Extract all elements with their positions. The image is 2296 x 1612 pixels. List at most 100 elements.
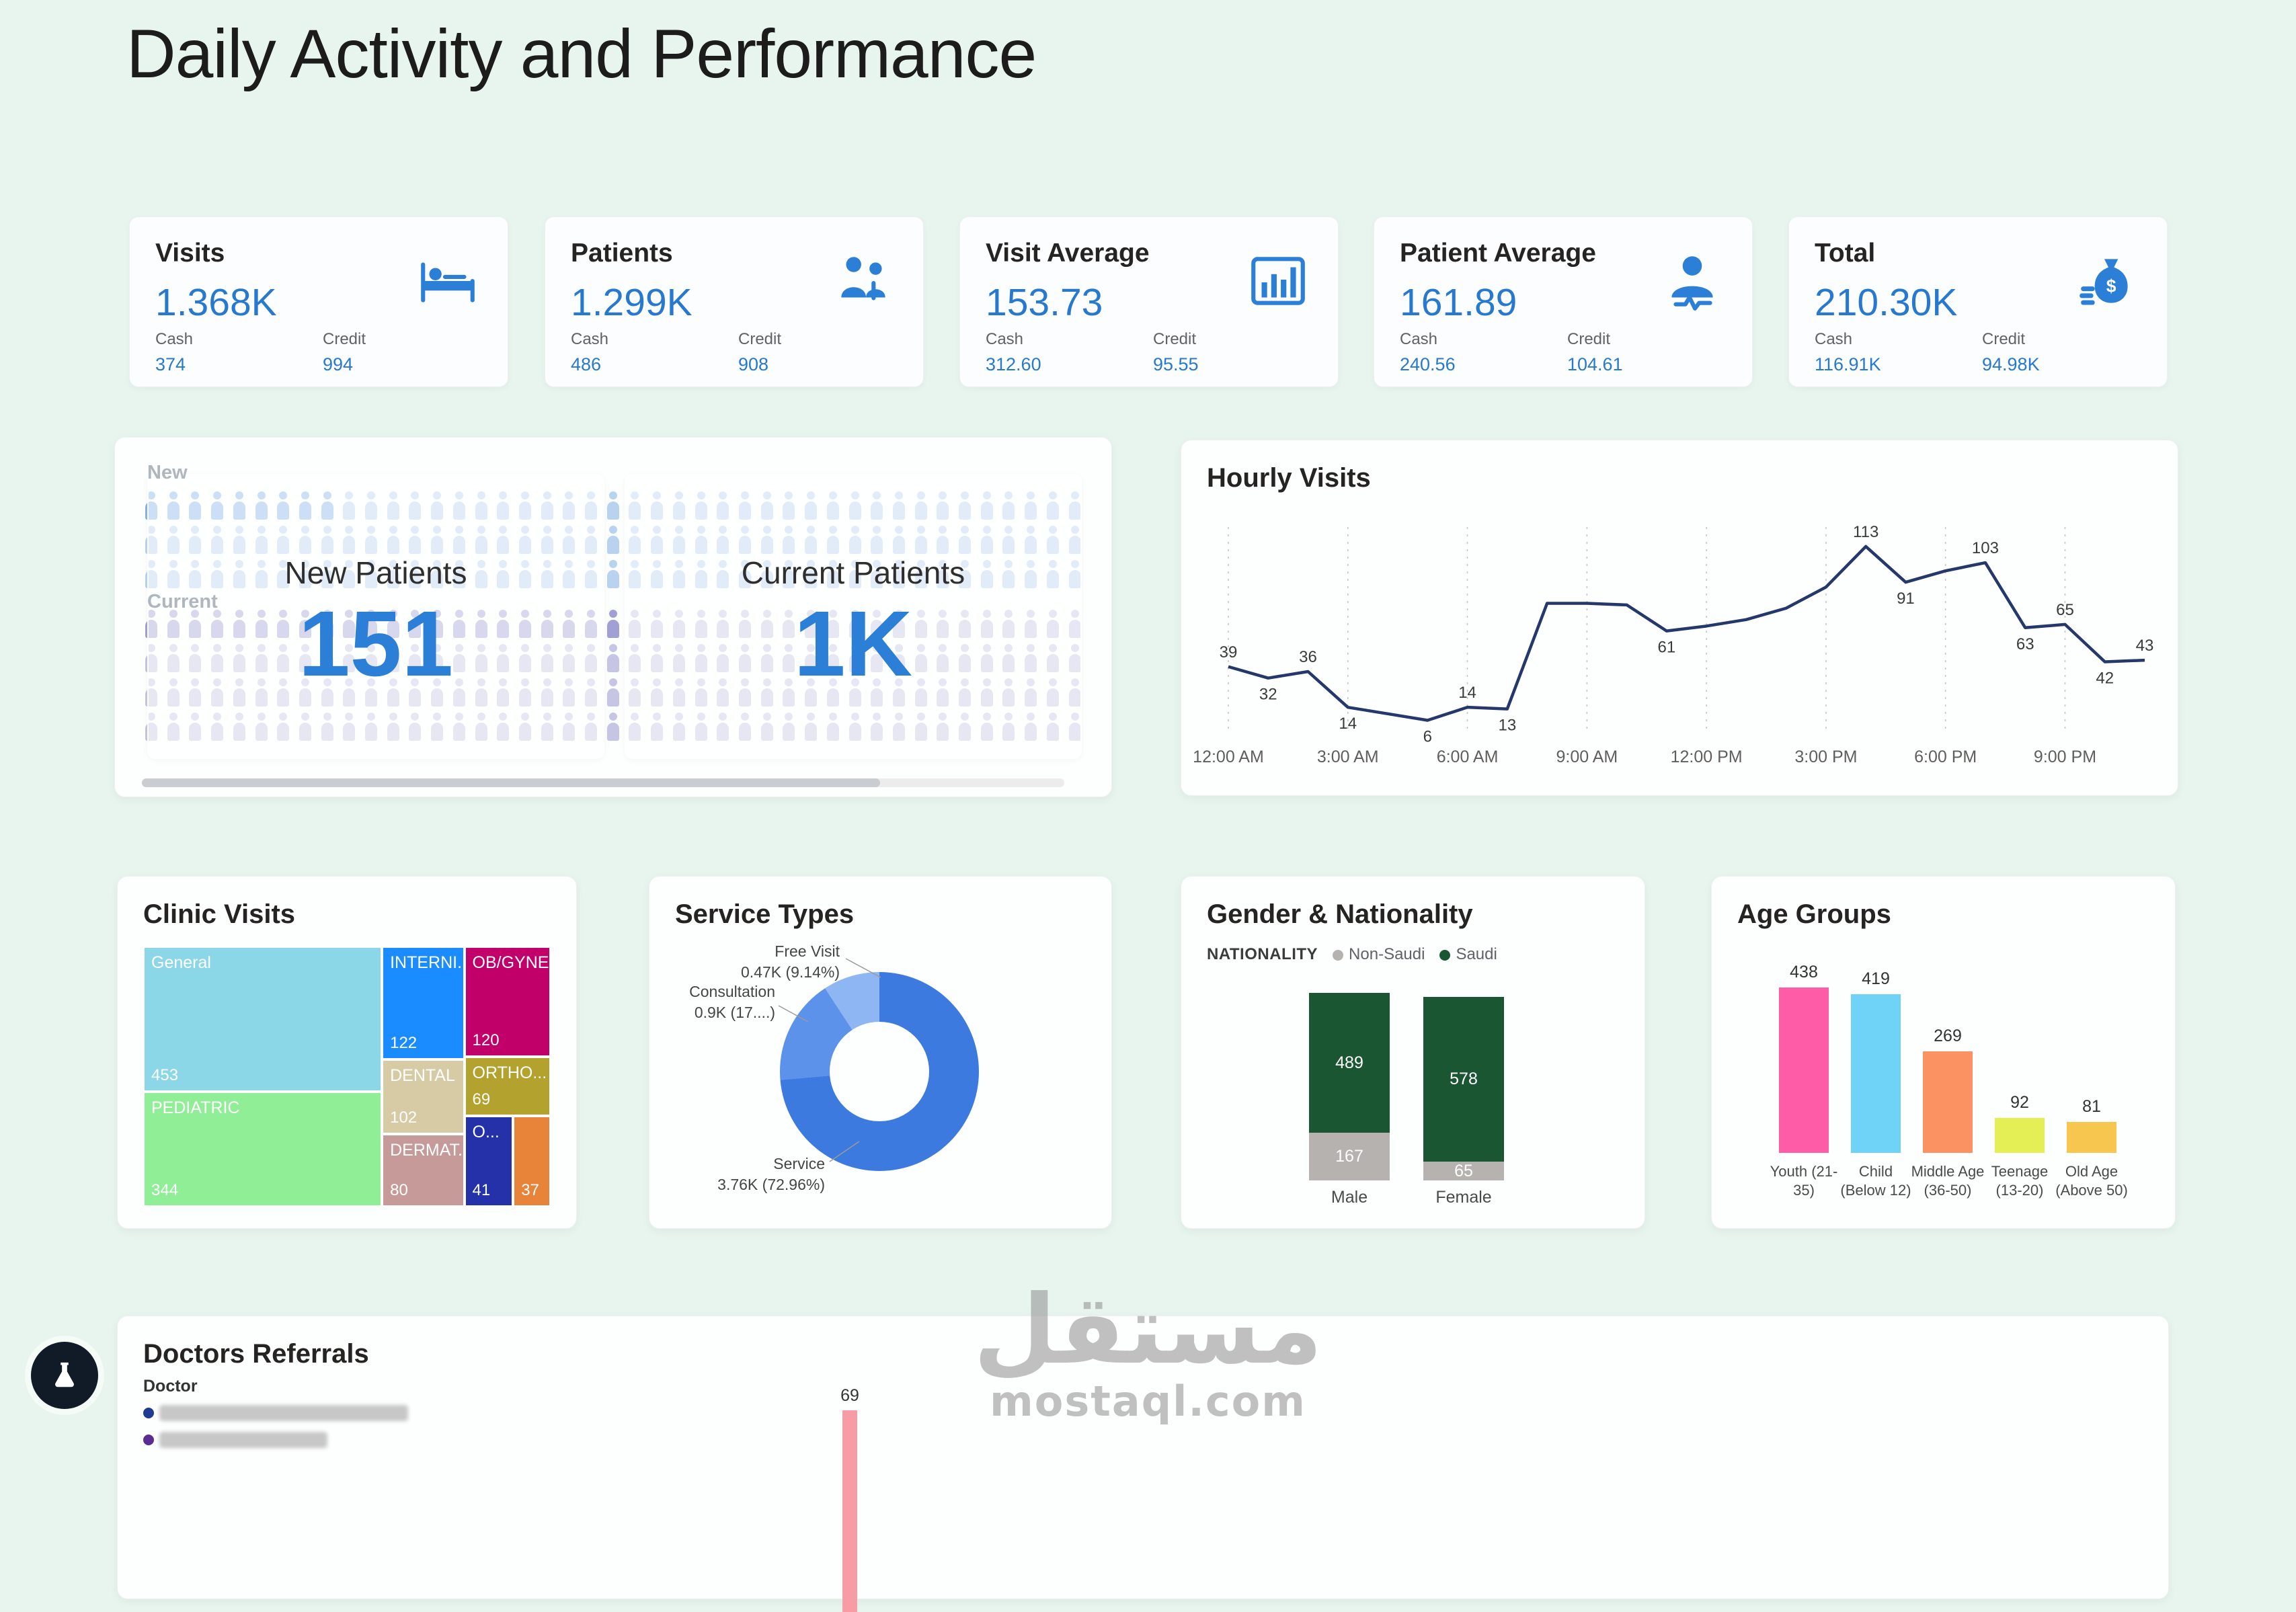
bar-value-label: 269 [1934,1026,1962,1045]
bar-segment-saudi[interactable]: 578 [1423,996,1504,1162]
legend-item-redacted[interactable] [143,1432,408,1448]
referral-bar[interactable] [842,1410,857,1612]
chart-title: Age Groups [1737,899,1891,929]
svg-text:103: 103 [1972,539,1999,557]
person-icon [606,644,620,672]
age-bar[interactable] [1923,1051,1973,1153]
person-icon [606,713,620,741]
bar-value-label: 438 [1790,962,1818,981]
bar-segment-non-saudi[interactable]: 65 [1423,1162,1504,1180]
scrollbar-thumb[interactable] [142,778,880,787]
svg-text:13: 13 [1498,717,1516,735]
profile-avatar[interactable] [31,1342,98,1409]
svg-text:6:00 PM: 6:00 PM [1914,748,1977,766]
credit-value: 104.61 [1567,354,1623,374]
person-pulse-icon [1659,248,1725,314]
cash-label: Cash [1815,330,1853,348]
svg-text:61: 61 [1658,639,1676,657]
person-icon [606,491,620,520]
kpi-card-visit-average: Visit Average 153.73 Cash 312.60 Credit 95… [959,216,1339,387]
svg-text:3:00 AM: 3:00 AM [1317,748,1379,766]
hourly-visits-line-chart[interactable]: 12:00 AM 3:00 AM 6:00 AM 9:00 AM 12:00 PM 3:0… [1181,498,2175,787]
svg-text:9:00 PM: 9:00 PM [2034,748,2096,766]
chart-title: Service Types [675,899,855,929]
hourly-visits-card: Hourly Visits 12:00 AM 3:00 AM 6:00 AM 9:00… [1181,440,2178,796]
kpi-title: Patient Average [1400,239,1596,268]
credit-value: 95.55 [1153,354,1199,374]
new-patients-value: 151 [298,592,454,696]
money-bag-icon: $ [2074,248,2140,314]
treemap-cell[interactable]: PEDIATRIC 344 [143,1092,383,1207]
redacted-doctor-name [159,1405,408,1421]
kpi-card-total: Total 210.30K $ Cash 116.91K Credit 94.98K [1788,216,2168,387]
cash-label: Cash [571,330,609,348]
treemap-cell[interactable]: INTERNI... 122 [382,946,465,1060]
referral-bar-value: 69 [840,1386,859,1405]
bar-value-label: 419 [1862,969,1890,989]
cash-value: 116.91K [1815,354,1881,374]
non-saudi-dot [1333,949,1344,961]
treemap-cell[interactable]: DENTAL 102 [382,1059,465,1134]
patients-pictogram-card: New Current New Patients 151 Current Pat… [114,437,1112,797]
watermark-url: mostaql.com [990,1377,1306,1426]
category-label: Youth (21-35) [1770,1163,1838,1199]
kpi-card-patients: Patients 1.299K Cash 486 Credit 908 [545,216,924,387]
category-label: Male [1331,1187,1368,1207]
treemap-cell[interactable]: OB/GYNE 120 [464,946,551,1057]
treemap-cell[interactable]: O... 41 [464,1115,514,1207]
legend-item-non-saudi: Non-Saudi [1333,945,1425,964]
kpi-title: Total [1815,239,1876,268]
age-groups-bars: 438 Youth (21-35) 419 Child (Below 12) 269 Mi… [1770,949,2128,1199]
bar-value-label: 92 [2010,1093,2029,1113]
legend-item-saudi: Saudi [1439,945,1497,964]
chart-title: Gender & Nationality [1207,899,1473,929]
donut-callout-free-visit: Free Visit 0.47K (9.14%) [740,942,840,981]
horizontal-scrollbar[interactable] [142,778,1064,787]
bar-chart-icon [1245,248,1311,314]
kpi-value: 161.89 [1400,281,1517,324]
age-groups-card: Age Groups 438 Youth (21-35) 419 Child (Bel… [1711,876,2176,1229]
treemap-cell[interactable]: DERMAT... 80 [382,1133,465,1207]
svg-text:113: 113 [1853,523,1878,541]
svg-text:39: 39 [1220,643,1238,661]
cash-label: Cash [986,330,1024,348]
gender-bar-male[interactable]: 489 167 [1309,993,1390,1180]
svg-text:14: 14 [1339,715,1357,733]
kpi-card-visits: Visits 1.368K Cash 374 Credit 994 [129,216,508,387]
doctor-color-dot [143,1408,154,1418]
clinic-visits-card: Clinic Visits General 453 PEDIATRIC 344 INTE… [117,876,577,1229]
treemap-cell[interactable]: General 453 [143,946,383,1092]
treemap-cell[interactable]: ORTHO... 69 [464,1057,551,1116]
age-bar[interactable] [1779,987,1829,1153]
person-icon [606,678,620,707]
current-patients-panel[interactable]: Current Patients 1K [625,474,1082,759]
bar-segment-non-saudi[interactable]: 167 [1309,1132,1390,1180]
age-bar[interactable] [2067,1122,2116,1153]
bar-segment-saudi[interactable]: 489 [1309,993,1390,1133]
svg-text:6: 6 [1423,728,1432,746]
svg-text:63: 63 [2016,635,2034,653]
service-types-donut[interactable] [780,972,979,1171]
cash-value: 486 [571,354,602,374]
treemap-cell[interactable]: 37 [513,1115,551,1207]
svg-text:6:00 AM: 6:00 AM [1437,748,1499,766]
credit-value: 94.98K [1982,354,2040,374]
doctor-axis-label: Doctor [143,1377,198,1396]
donut-callout-service: Service 3.76K (72.96%) [717,1155,825,1194]
pictogram-row-label-current: Current [147,591,218,612]
person-icon [606,526,620,554]
svg-text:12:00 PM: 12:00 PM [1671,748,1743,766]
svg-text:9:00 AM: 9:00 AM [1556,748,1618,766]
person-icon [606,610,620,638]
legend-item-redacted[interactable] [143,1405,408,1421]
pictogram-row-label-new: New [147,462,188,483]
svg-text:32: 32 [1259,686,1277,704]
flask-icon [55,1362,74,1387]
kpi-value: 1.299K [571,281,692,324]
age-bar[interactable] [1851,994,1901,1153]
kpi-value: 210.30K [1815,281,1958,324]
age-bar[interactable] [1995,1118,2045,1153]
new-patients-panel[interactable]: New Patients 151 [147,474,604,759]
svg-text:12:00 AM: 12:00 AM [1193,748,1264,766]
gender-bar-female[interactable]: 578 65 [1423,996,1504,1180]
